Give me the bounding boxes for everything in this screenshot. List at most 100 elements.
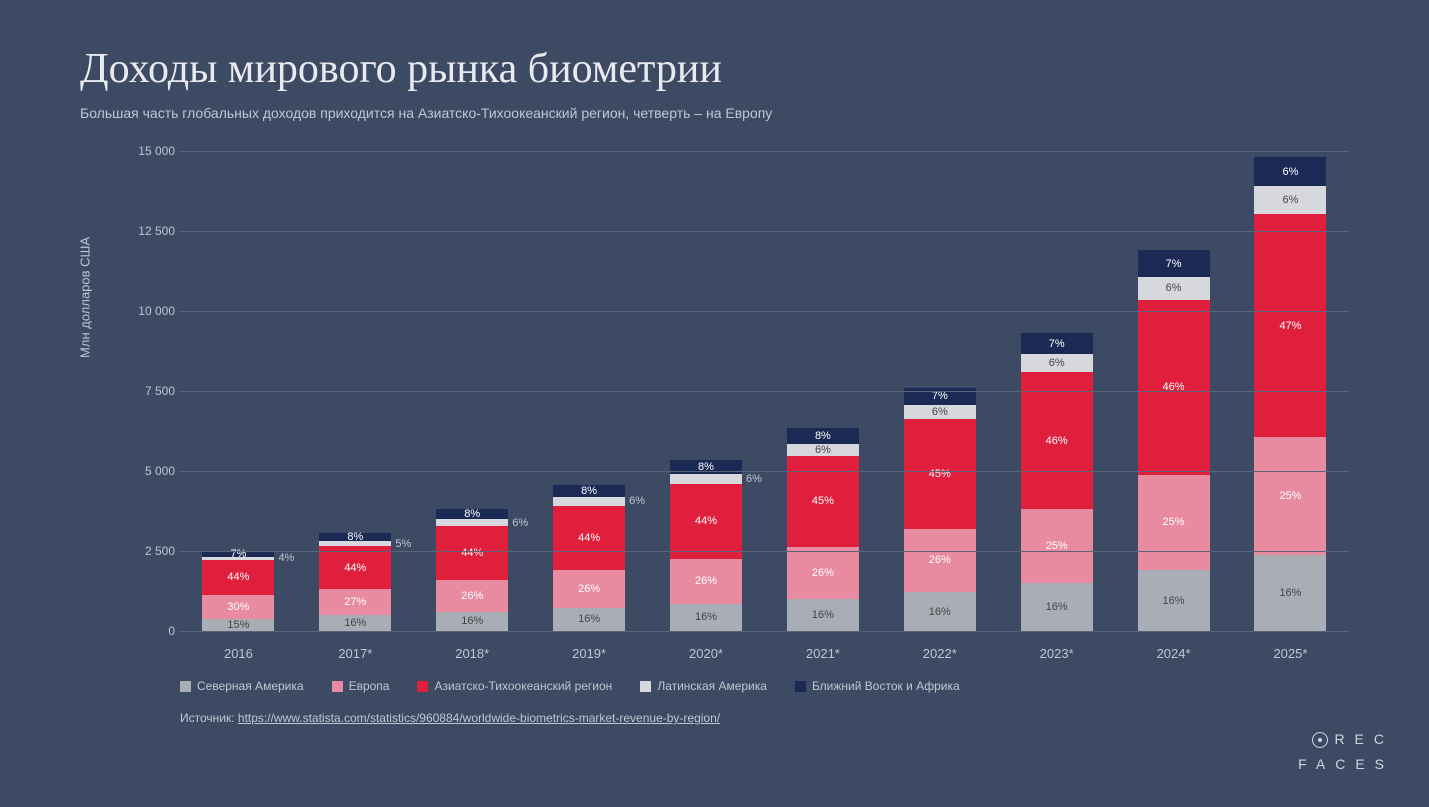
grid-line	[180, 631, 1349, 632]
bar-segment: 8%	[787, 428, 859, 444]
bar-group: 16%26%44%6%8%	[436, 509, 508, 631]
chart-area: Млн долларов США 15%30%44%4%7%16%27%44%5…	[120, 151, 1349, 671]
x-tick-label: 2025*	[1254, 646, 1326, 661]
bar-segment: 6%	[670, 474, 742, 484]
bar-segment: 15%	[202, 619, 274, 631]
x-tick-label: 2024*	[1138, 646, 1210, 661]
bar-segment: 26%	[787, 547, 859, 599]
bar-segment: 16%	[904, 592, 976, 631]
bar-segment: 6%	[1021, 354, 1093, 372]
bar-segment: 16%	[1138, 570, 1210, 631]
brand-logo: REC FACES	[1298, 727, 1394, 777]
legend: Северная Америка Европа Азиатско-Тихоокеан…	[180, 679, 1349, 693]
x-tick-label: 2017*	[319, 646, 391, 661]
bar-group: 15%30%44%4%7%	[202, 551, 274, 631]
legend-swatch	[795, 681, 806, 692]
bar-group: 16%27%44%5%8%	[319, 533, 391, 631]
grid-line	[180, 391, 1349, 392]
bar-segment: 25%	[1021, 509, 1093, 583]
bar-group: 16%25%47%6%6%	[1254, 157, 1326, 631]
bar-segment: 7%	[1138, 250, 1210, 277]
source-line: Источник: https://www.statista.com/stati…	[180, 711, 1349, 725]
bar-segment: 30%	[202, 595, 274, 619]
bar-segment: 44%	[670, 484, 742, 559]
bar-segment: 16%	[319, 615, 391, 631]
x-tick-label: 2023*	[1021, 646, 1093, 661]
legend-label: Северная Америка	[197, 679, 304, 693]
grid-line	[180, 311, 1349, 312]
y-tick-label: 10 000	[120, 304, 175, 318]
y-axis-label: Млн долларов США	[78, 237, 93, 358]
y-tick-label: 2 500	[120, 544, 175, 558]
bar-segment: 6%	[1254, 186, 1326, 214]
bar-segment: 6%	[553, 497, 625, 506]
bar-segment: 44%	[202, 560, 274, 595]
bar-segment: 47%	[1254, 214, 1326, 437]
x-tick-label: 2016	[202, 646, 274, 661]
bar-segment: 16%	[1021, 583, 1093, 631]
bar-group: 16%26%45%6%8%	[787, 428, 859, 631]
legend-label: Азиатско-Тихоокеанский регион	[434, 679, 612, 693]
bar-group: 16%26%44%6%8%	[670, 460, 742, 631]
legend-item: Азиатско-Тихоокеанский регион	[417, 679, 612, 693]
source-link[interactable]: https://www.statista.com/statistics/9608…	[238, 711, 720, 725]
grid-line	[180, 151, 1349, 152]
bar-segment: 6%	[1138, 277, 1210, 300]
bar-segment: 27%	[319, 589, 391, 615]
bar-segment: 45%	[787, 456, 859, 547]
bar-segment: 26%	[436, 580, 508, 612]
y-tick-label: 12 500	[120, 224, 175, 238]
source-label: Источник:	[180, 711, 235, 725]
bar-segment: 25%	[1254, 437, 1326, 555]
bar-segment: 25%	[1138, 475, 1210, 570]
legend-item: Европа	[332, 679, 390, 693]
bar-segment: 16%	[787, 599, 859, 631]
bar-segment: 26%	[553, 570, 625, 608]
chart-subtitle: Большая часть глобальных доходов приходи…	[80, 105, 1349, 121]
bar-segment: 8%	[553, 485, 625, 497]
y-tick-label: 5 000	[120, 464, 175, 478]
legend-item: Ближний Восток и Африка	[795, 679, 960, 693]
x-tick-label: 2021*	[787, 646, 859, 661]
bar-segment: 16%	[1254, 555, 1326, 631]
bar-segment: 46%	[1138, 300, 1210, 475]
legend-swatch	[180, 681, 191, 692]
bar-segment: 26%	[670, 559, 742, 604]
x-tick-label: 2018*	[436, 646, 508, 661]
bar-segment: 16%	[553, 608, 625, 631]
bar-segment: 8%	[436, 509, 508, 519]
bar-segment: 16%	[670, 604, 742, 631]
legend-item: Латинская Америка	[640, 679, 767, 693]
bar-segment: 44%	[553, 506, 625, 570]
legend-swatch	[417, 681, 428, 692]
segment-pct-label: 6%	[746, 473, 762, 485]
bar-group: 16%26%44%6%8%	[553, 485, 625, 631]
y-tick-label: 0	[120, 624, 175, 638]
legend-label: Европа	[349, 679, 390, 693]
bar-segment: 16%	[436, 612, 508, 631]
grid-line	[180, 551, 1349, 552]
y-tick-label: 7 500	[120, 384, 175, 398]
segment-pct-label: 4%	[278, 552, 294, 564]
legend-swatch	[332, 681, 343, 692]
grid-line	[180, 471, 1349, 472]
bar-segment: 6%	[787, 444, 859, 456]
x-tick-label: 2022*	[904, 646, 976, 661]
bar-segment: 26%	[904, 529, 976, 592]
bar-group: 16%26%45%6%7%	[904, 388, 976, 631]
logo-line1: REC	[1334, 731, 1394, 747]
segment-pct-label: 6%	[629, 495, 645, 507]
bar-segment: 8%	[319, 533, 391, 541]
grid-line	[180, 231, 1349, 232]
bar-segment: 44%	[319, 546, 391, 589]
bar-group: 16%25%46%6%7%	[1138, 250, 1210, 631]
bar-segment: 45%	[904, 419, 976, 528]
legend-label: Латинская Америка	[657, 679, 767, 693]
bar-group: 16%25%46%6%7%	[1021, 333, 1093, 631]
bar-segment: 44%	[436, 526, 508, 580]
segment-pct-label: 5%	[395, 538, 411, 550]
segment-pct-label: 6%	[512, 517, 528, 529]
legend-swatch	[640, 681, 651, 692]
legend-item: Северная Америка	[180, 679, 304, 693]
legend-label: Ближний Восток и Африка	[812, 679, 960, 693]
